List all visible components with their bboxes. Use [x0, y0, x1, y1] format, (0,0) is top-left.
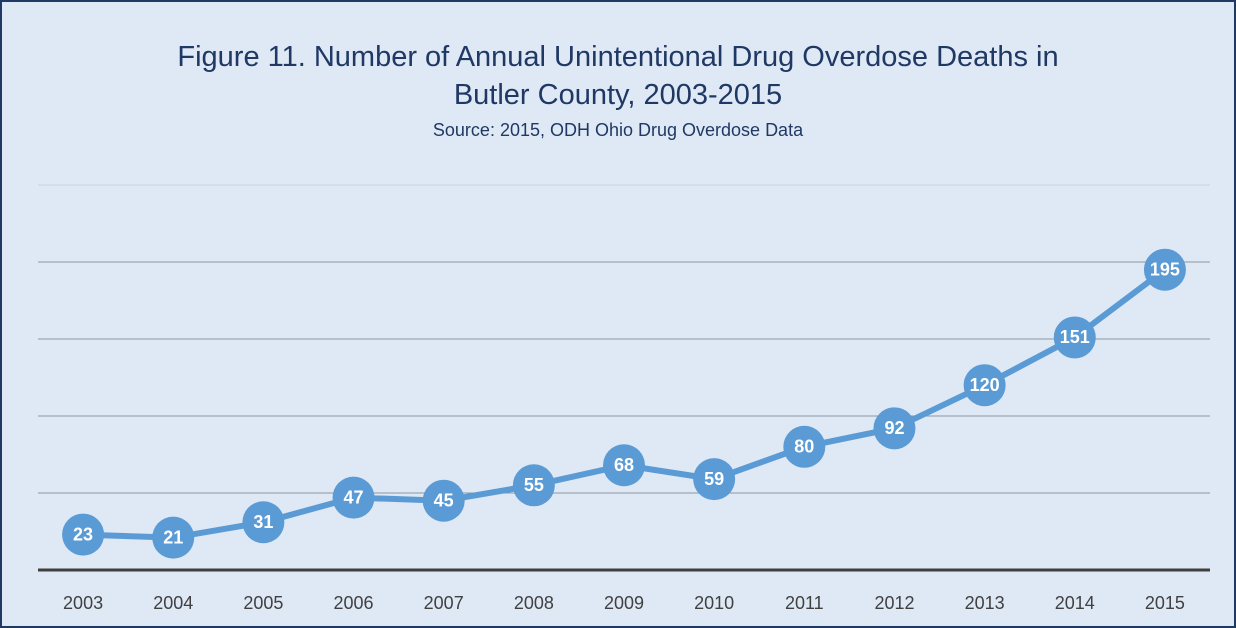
marker — [963, 364, 1006, 407]
marker — [1143, 248, 1186, 291]
marker — [783, 425, 826, 468]
data-label: 55 — [524, 475, 544, 495]
data-label: 23 — [73, 524, 93, 544]
data-label: 120 — [970, 375, 1000, 395]
data-label: 151 — [1060, 327, 1090, 347]
x-tick-label: 2004 — [153, 593, 193, 613]
data-label: 47 — [344, 487, 364, 507]
marker — [152, 516, 195, 559]
marker — [693, 458, 736, 501]
x-tick-label: 2014 — [1055, 593, 1095, 613]
x-tick-label: 2015 — [1145, 593, 1185, 613]
data-label: 59 — [704, 469, 724, 489]
data-label: 45 — [434, 490, 454, 510]
marker — [873, 407, 916, 450]
x-tick-label: 2003 — [63, 593, 103, 613]
x-tick-label: 2011 — [785, 593, 824, 613]
data-label: 195 — [1150, 259, 1180, 279]
marker — [332, 476, 375, 519]
marker — [242, 501, 285, 544]
marker — [603, 444, 645, 487]
data-label: 68 — [614, 455, 634, 475]
chart-subtitle: Source: 2015, ODH Ohio Drug Overdose Dat… — [432, 120, 804, 140]
chart-title: Figure 11. Number of Annual Unintentiona… — [177, 41, 1059, 111]
x-tick-label: 2006 — [334, 593, 374, 613]
series-line — [82, 267, 1167, 541]
x-tick-label: 2009 — [604, 593, 644, 613]
data-label: 31 — [253, 512, 273, 532]
marker — [512, 464, 555, 507]
x-tick-label: 2013 — [965, 593, 1005, 613]
x-tick-label: 2005 — [243, 593, 283, 613]
marker — [422, 479, 465, 522]
x-tick-label: 2008 — [514, 593, 554, 613]
data-label: 80 — [794, 437, 814, 457]
data-label: 21 — [163, 527, 183, 547]
marker — [1053, 316, 1096, 359]
data-label: 92 — [884, 418, 904, 438]
x-tick-label: 2012 — [874, 593, 914, 613]
x-tick-label: 2007 — [424, 593, 464, 613]
marker — [62, 513, 105, 556]
x-tick-label: 2010 — [694, 593, 734, 613]
